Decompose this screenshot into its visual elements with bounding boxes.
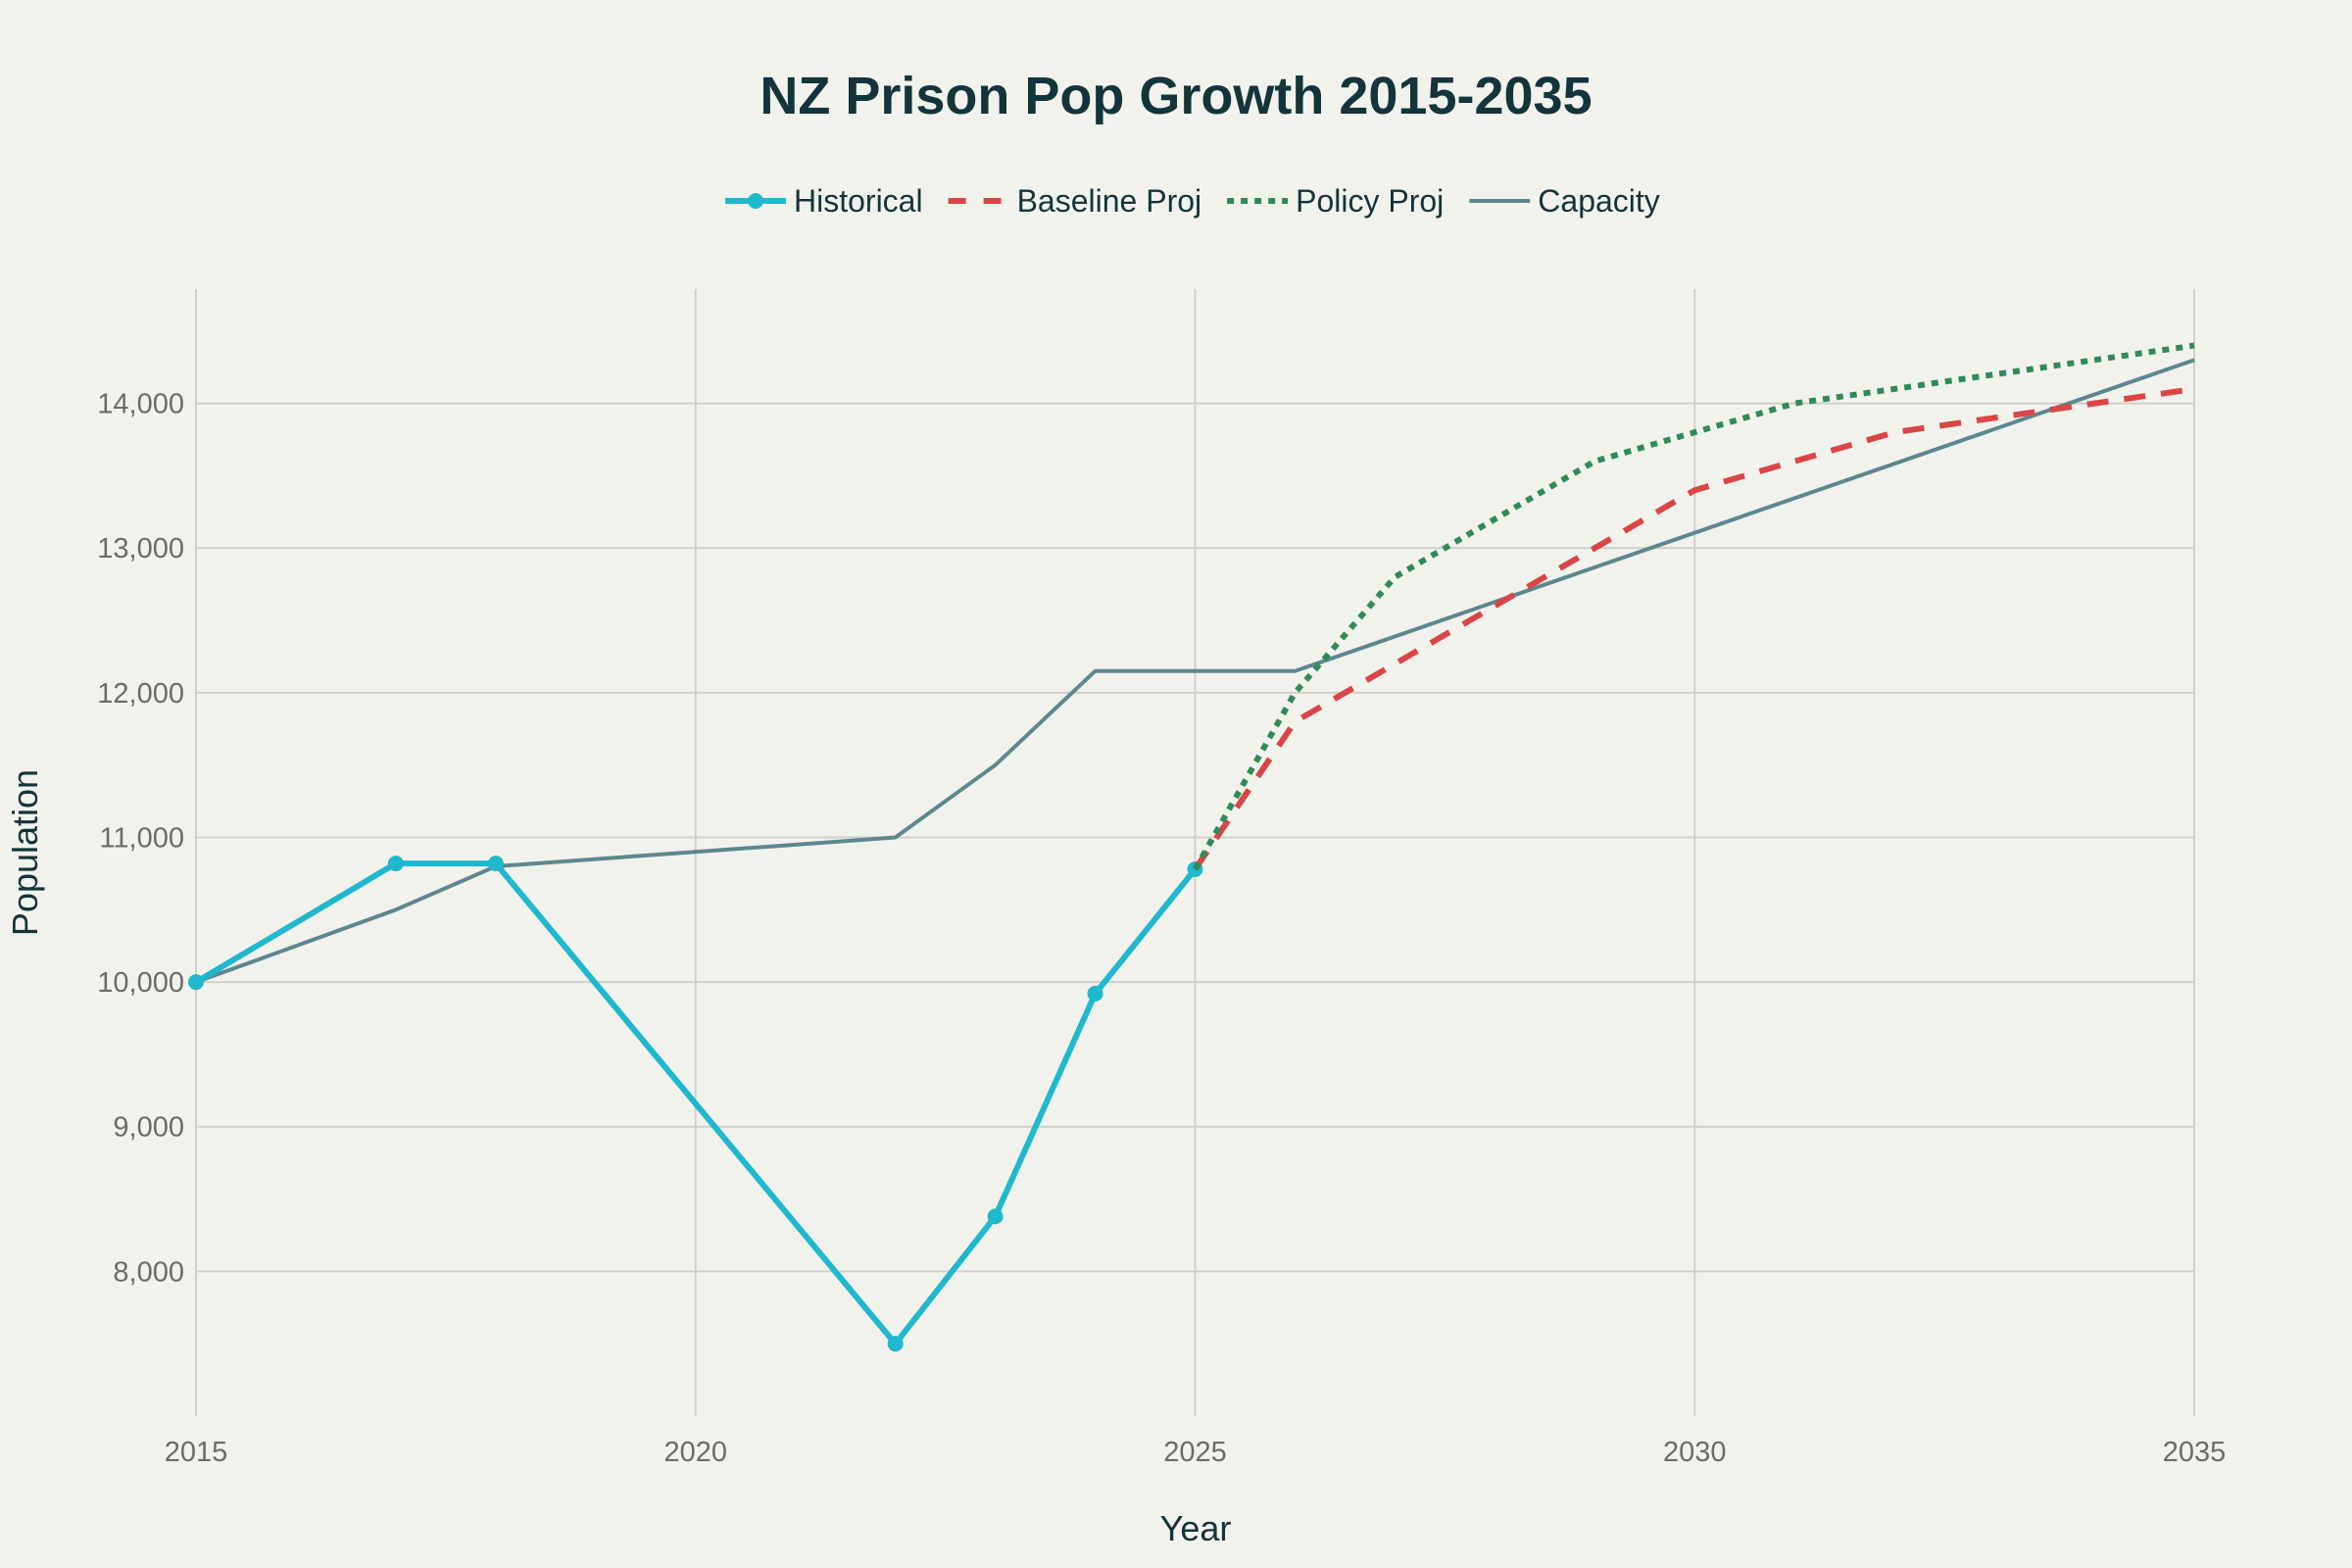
legend-label: Historical (794, 183, 923, 219)
y-tick-label: 13,000 (97, 533, 184, 564)
y-axis-label: Population (5, 769, 45, 936)
legend: Historical Baseline Proj Policy Proj Capaci… (725, 183, 1660, 219)
x-tick-label: 2035 (2163, 1437, 2227, 1468)
grid (195, 289, 2195, 1416)
series-line-capacity (195, 358, 2195, 985)
historical-point (188, 974, 204, 991)
x-axis-label: Year (1160, 1508, 1232, 1548)
legend-label: Policy Proj (1296, 183, 1444, 219)
series-line-policy-proj (1192, 342, 2195, 871)
x-tick-label: 2025 (1163, 1437, 1227, 1468)
ticks: 2015 2020 2025 2030 2035 8,000 9,000 10,000 11,0… (97, 389, 2226, 1468)
historical-point (987, 1208, 1004, 1225)
legend-label: Baseline Proj (1017, 183, 1202, 219)
y-tick-label: 12,000 (97, 678, 184, 710)
y-tick-label: 14,000 (97, 389, 184, 420)
legend-label: Capacity (1538, 183, 1660, 219)
x-tick-label: 2030 (1663, 1437, 1727, 1468)
series-line-baseline-proj (1193, 385, 2195, 871)
x-tick-label: 2015 (165, 1437, 228, 1468)
legend-marker (748, 193, 763, 209)
chart-title: NZ Prison Pop Growth 2015-2035 (760, 67, 1592, 125)
historical-point (1087, 985, 1103, 1002)
historical-point (487, 856, 504, 872)
series-group (188, 342, 2195, 1352)
historical-point (887, 1336, 904, 1352)
x-tick-label: 2020 (663, 1437, 727, 1468)
y-tick-label: 9,000 (113, 1112, 184, 1144)
y-tick-label: 11,000 (99, 822, 184, 854)
y-tick-label: 10,000 (97, 967, 184, 999)
historical-point (387, 856, 404, 872)
y-tick-label: 8,000 (113, 1256, 184, 1288)
